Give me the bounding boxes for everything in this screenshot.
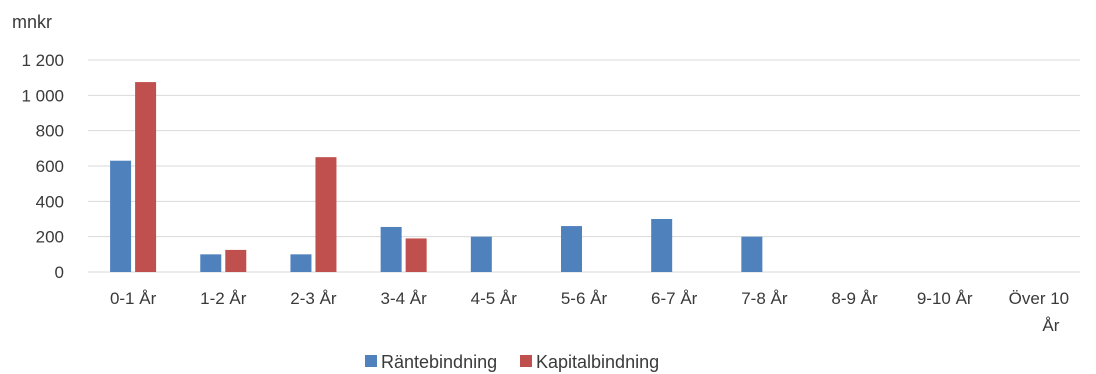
legend: Räntebindning Kapitalbindning [365, 352, 659, 372]
y-tick-label: 400 [36, 192, 64, 211]
x-tick-label: 7-8 År [741, 289, 788, 308]
bar-räntebindning-7 [741, 236, 763, 272]
bar-kapitalbindning-1 [225, 249, 247, 272]
bar-räntebindning-3 [380, 226, 402, 272]
bar-räntebindning-5 [561, 226, 582, 272]
x-tick-label: 9-10 År [917, 289, 973, 308]
x-tick-label: 2-3 År [290, 289, 337, 308]
y-tick-label: 600 [36, 157, 64, 176]
x-tick-label: 4-5 År [471, 289, 518, 308]
y-tick-label: 0 [55, 263, 64, 282]
bars [110, 82, 763, 272]
bar-kapitalbindning-3 [405, 238, 427, 272]
legend-swatch-kapitalbindning [520, 355, 532, 367]
bar-räntebindning-1 [200, 254, 222, 272]
y-unit-label: mnkr [12, 12, 52, 32]
legend-swatch-räntebindning [365, 355, 377, 367]
x-tick-label: 8-9 År [831, 289, 878, 308]
bar-räntebindning-0 [110, 160, 132, 272]
bar-räntebindning-2 [290, 254, 312, 272]
y-tick-label: 200 [36, 228, 64, 247]
legend-label-räntebindning: Räntebindning [381, 352, 497, 372]
bar-kapitalbindning-2 [315, 157, 337, 272]
y-tick-label: 1 000 [21, 86, 64, 105]
x-tick-label: 0-1 År [110, 289, 157, 308]
x-tick-label: 6-7 År [651, 289, 698, 308]
x-tick-label: Över 10 År [1009, 289, 1069, 335]
bar-räntebindning-6 [651, 219, 673, 272]
bar-kapitalbindning-0 [135, 82, 157, 272]
x-tick-label: 1-2 År [200, 289, 247, 308]
gridlines [88, 59, 1080, 273]
x-tick-label: 5-6 År [561, 289, 608, 308]
y-tick-label: 1 200 [21, 51, 64, 70]
x-tick-label: 3-4 År [380, 289, 427, 308]
legend-label-kapitalbindning: Kapitalbindning [536, 352, 659, 372]
y-tick-label: 800 [36, 122, 64, 141]
y-axis-ticks: 0 200 400 600 800 1 000 1 200 [21, 51, 64, 282]
x-axis-ticks: 0-1 År 1-2 År 2-3 År 3-4 År 4-5 År 5-6 År 6-7 … [110, 289, 1069, 335]
bar-räntebindning-4 [470, 236, 492, 272]
